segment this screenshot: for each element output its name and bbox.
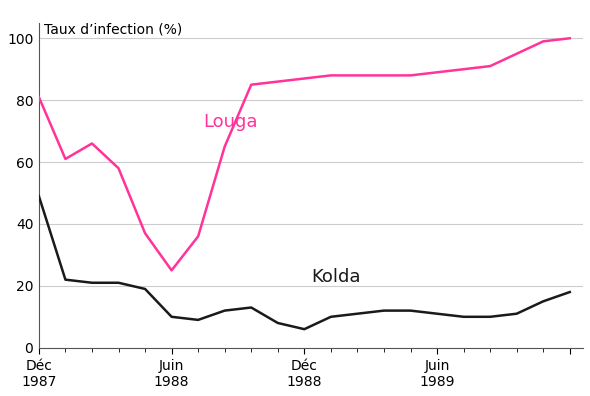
Text: Taux d’infection (%): Taux d’infection (%) [44,23,182,37]
Text: Louga: Louga [203,113,257,131]
Text: Kolda: Kolda [312,268,361,286]
